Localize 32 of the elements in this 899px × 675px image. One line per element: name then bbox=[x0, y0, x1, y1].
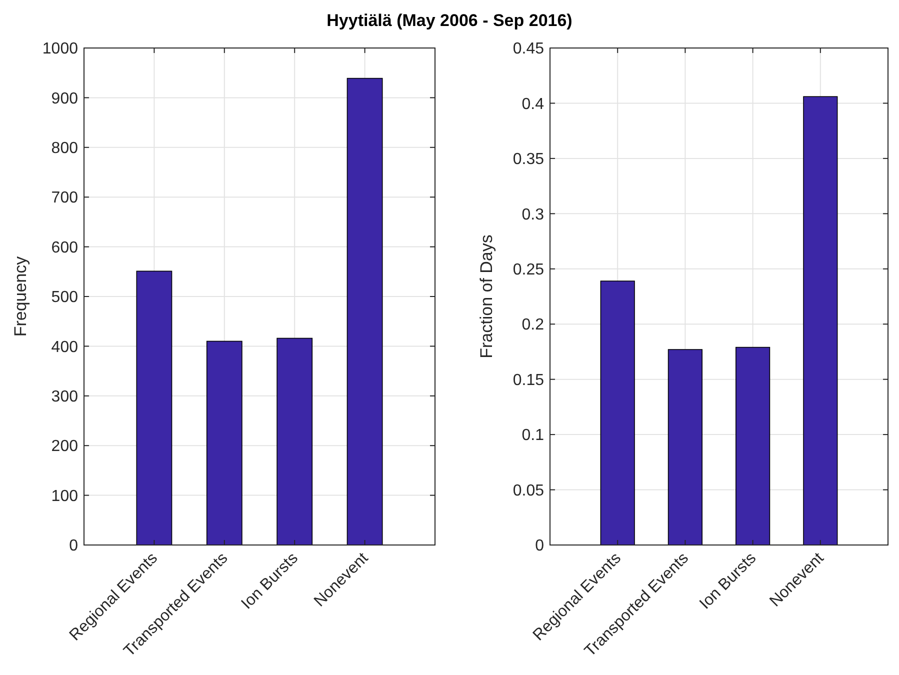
bar bbox=[600, 280, 635, 546]
y-tick-label: 900 bbox=[51, 90, 78, 108]
bar bbox=[136, 270, 172, 546]
y-tick-label: 300 bbox=[51, 388, 78, 406]
y-tick-label: 500 bbox=[51, 289, 78, 306]
y-tick-label: 0.3 bbox=[522, 206, 544, 224]
y-tick-label: 400 bbox=[51, 338, 78, 356]
y-tick-label: 0.05 bbox=[512, 482, 544, 500]
y-tick-label: 0.25 bbox=[512, 261, 544, 278]
y-tick-label: 600 bbox=[51, 239, 78, 256]
bar bbox=[803, 96, 838, 546]
y-tick-label: 100 bbox=[51, 488, 78, 505]
y-tick-label: 0.15 bbox=[512, 372, 544, 389]
y-tick-label: 0 bbox=[69, 538, 78, 555]
bar bbox=[206, 340, 242, 546]
y-tick-label: 0.4 bbox=[522, 96, 544, 113]
bar bbox=[736, 346, 770, 546]
y-tick-label: 0.45 bbox=[512, 40, 544, 58]
bar bbox=[668, 349, 702, 546]
y-tick-label: 0 bbox=[535, 538, 544, 555]
y-axis-title: Frequency bbox=[11, 256, 30, 337]
y-tick-label: 0.1 bbox=[522, 427, 544, 444]
y-tick-label: 200 bbox=[51, 438, 78, 456]
y-tick-label: 0.35 bbox=[512, 151, 544, 168]
chart-title: Hyytiälä (May 2006 - Sep 2016) bbox=[326, 11, 572, 30]
y-tick-label: 700 bbox=[51, 190, 78, 207]
y-tick-label: 0.2 bbox=[522, 316, 544, 334]
bar bbox=[276, 338, 313, 546]
y-tick-label: 800 bbox=[51, 140, 78, 157]
y-axis-title: Fraction of Days bbox=[477, 234, 496, 358]
y-tick-label: 1000 bbox=[42, 40, 78, 58]
bar bbox=[346, 78, 383, 546]
